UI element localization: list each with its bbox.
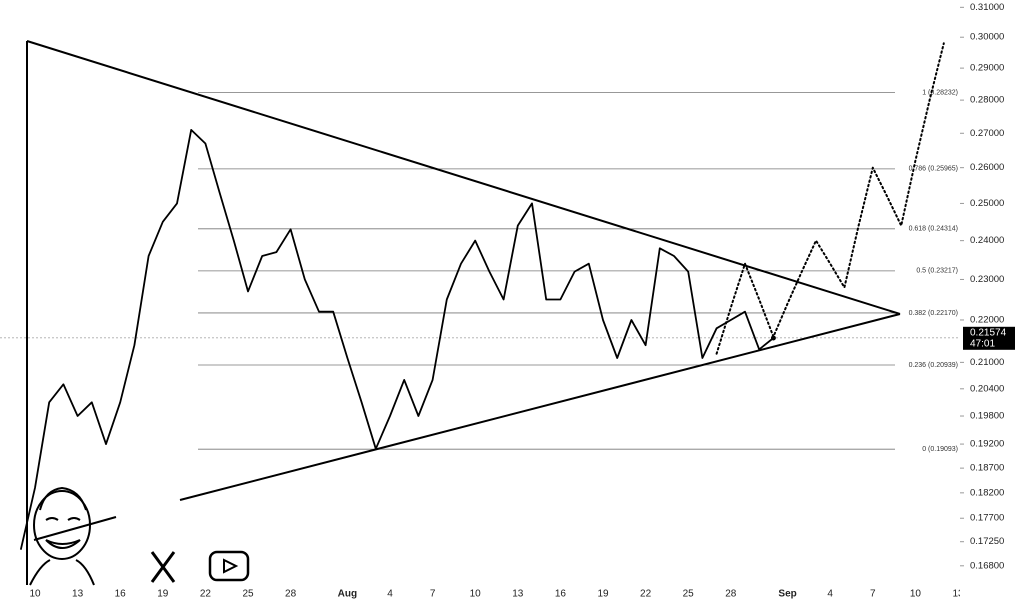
y-tick-label: 0.17250 bbox=[970, 536, 1004, 547]
upper-trendline bbox=[26, 40, 901, 315]
axis: 0.31000 0.30000 0.29000 0.28000 0.27000 0.260… bbox=[960, 2, 1015, 571]
fib-label-bg bbox=[895, 307, 963, 318]
x-tick-label: 7 bbox=[430, 589, 436, 600]
x-tick-label: 13 bbox=[72, 589, 84, 600]
y-tick-label: 0.21000 bbox=[970, 357, 1004, 368]
y-tick-label: 0.31000 bbox=[970, 2, 1004, 13]
price-line bbox=[19, 129, 774, 550]
y-tick-label: 0.18200 bbox=[970, 487, 1004, 498]
fib-label-bg bbox=[895, 223, 963, 234]
lower-trendline bbox=[179, 313, 901, 501]
y-tick-label: 0.23000 bbox=[970, 274, 1004, 285]
y-tick-label: 0.29000 bbox=[970, 63, 1004, 74]
x-tick-label: 22 bbox=[200, 589, 212, 600]
y-tick-label: 0.19800 bbox=[970, 411, 1004, 422]
x-tick-label: 19 bbox=[597, 589, 609, 600]
x-tick-label: 13 bbox=[512, 589, 524, 600]
last-price-box bbox=[963, 326, 1015, 350]
last-price-label: 0.21574 bbox=[970, 327, 1007, 338]
fib-label-bg bbox=[895, 265, 963, 276]
countdown-label: 47:01 bbox=[970, 338, 995, 349]
x-tick-label: 4 bbox=[827, 589, 833, 600]
y-tick-label: 0.16800 bbox=[970, 560, 1004, 571]
fib-label-bg bbox=[895, 163, 963, 174]
x-logo-icon bbox=[150, 551, 176, 583]
y-tick-label: 0.20400 bbox=[970, 383, 1004, 394]
x-tick-label: 10 bbox=[470, 589, 482, 600]
fib-label: 0.5 (0.23217) bbox=[916, 268, 958, 275]
fib-label: 1 (0.28232) bbox=[922, 89, 958, 96]
x-tick-label: 28 bbox=[725, 589, 737, 600]
x-tick-label: 16 bbox=[115, 589, 127, 600]
fib-label: 0 (0.19093) bbox=[922, 446, 958, 453]
x-tick-label: 13 bbox=[952, 589, 964, 600]
y-tick-label: 0.19200 bbox=[970, 439, 1004, 450]
x-tick-label: 10 bbox=[910, 589, 922, 600]
x-tick-label: 7 bbox=[870, 589, 876, 600]
x-tick-label: 25 bbox=[242, 589, 254, 600]
projection-line bbox=[715, 42, 945, 355]
fib-label: 0.618 (0.24314) bbox=[909, 226, 958, 233]
x-tick-label: 16 bbox=[555, 589, 567, 600]
last-point bbox=[770, 335, 776, 341]
y-tick-label: 0.27000 bbox=[970, 128, 1004, 139]
fib-label: 0.236 (0.20939) bbox=[909, 362, 958, 369]
x-tick-label: Aug bbox=[338, 589, 357, 600]
fib-label-bg bbox=[895, 360, 963, 371]
y-tick-label: 0.24000 bbox=[970, 235, 1004, 246]
y-tick-label: 0.17700 bbox=[970, 513, 1004, 524]
x-tick-label: 25 bbox=[683, 589, 695, 600]
y-tick-label: 0.18700 bbox=[970, 463, 1004, 474]
y-tick-label: 0.28000 bbox=[970, 95, 1004, 106]
fib-label: 0.786 (0.25965) bbox=[909, 166, 958, 173]
marks bbox=[19, 42, 945, 550]
x-tick-label: 22 bbox=[640, 589, 652, 600]
y-tick-label: 0.30000 bbox=[970, 32, 1004, 43]
fib-label-bg bbox=[895, 87, 963, 98]
x-tick-label: 10 bbox=[29, 589, 41, 600]
youtube-icon bbox=[208, 550, 250, 582]
x-tick-label: Sep bbox=[778, 589, 796, 600]
x-tick-label: 4 bbox=[387, 589, 393, 600]
y-tick-label: 0.26000 bbox=[970, 162, 1004, 173]
y-tick-label: 0.25000 bbox=[970, 198, 1004, 209]
x-tick-label: 19 bbox=[157, 589, 169, 600]
price-axis bbox=[960, 0, 1024, 608]
fib-label: 0.382 (0.22170) bbox=[909, 310, 958, 317]
y-tick-label: 0.22000 bbox=[970, 314, 1004, 325]
avatar-icon bbox=[29, 486, 117, 586]
plot-area: 1 (0.28232) 0.786 (0.25965) 0.618 (0.24314… bbox=[0, 87, 964, 600]
x-tick-label: 28 bbox=[285, 589, 297, 600]
fib-label-bg bbox=[895, 444, 963, 455]
